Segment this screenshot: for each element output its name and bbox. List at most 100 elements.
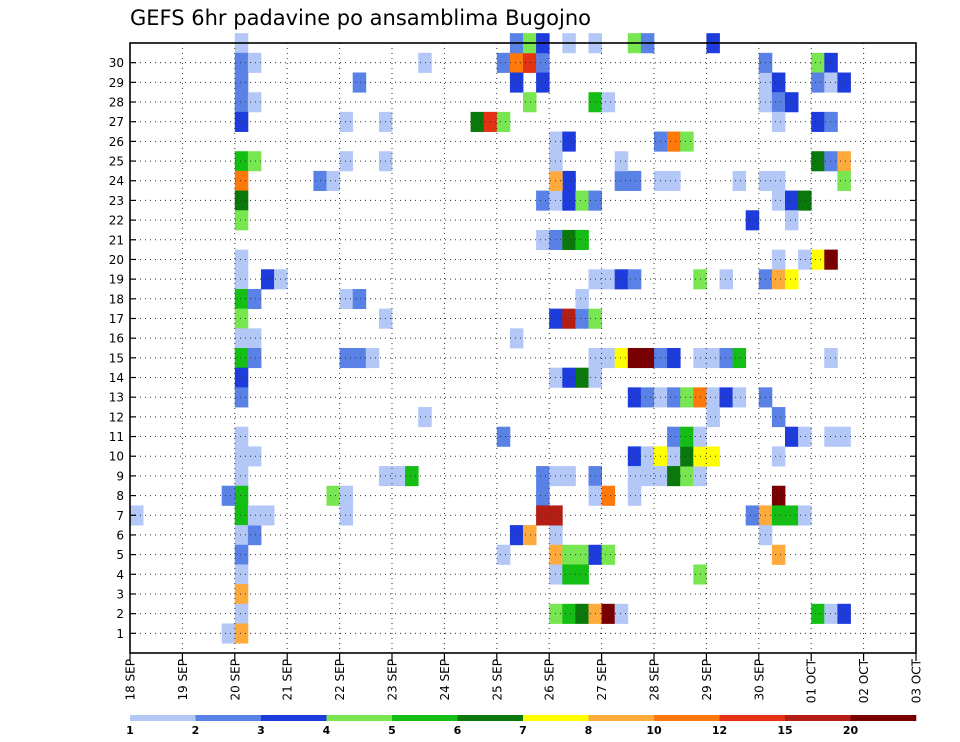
heatmap-cell xyxy=(575,288,589,310)
heatmap-cell xyxy=(234,544,249,565)
heatmap-cell xyxy=(614,151,629,172)
heatmap-cell xyxy=(418,52,432,73)
heatmap-cell xyxy=(247,446,262,467)
colorbar-label: 15 xyxy=(777,724,792,737)
heatmap-cell xyxy=(326,170,340,191)
y-tick-label: 7 xyxy=(116,509,124,523)
heatmap-cell xyxy=(811,72,825,93)
heatmap-cell xyxy=(680,131,694,152)
colorbar-label: 1 xyxy=(126,724,134,737)
heatmap-cell xyxy=(234,210,249,231)
heatmap-cell xyxy=(824,348,838,369)
heatmap-cell xyxy=(339,485,354,506)
y-tick-label: 4 xyxy=(116,568,124,582)
heatmap-cell xyxy=(837,426,851,447)
heatmap-cell xyxy=(234,623,249,644)
heatmap-cell xyxy=(234,72,249,93)
heatmap-cell xyxy=(771,249,786,270)
colorbar-swatch xyxy=(850,715,917,721)
heatmap-cell xyxy=(247,151,262,172)
heatmap-cell xyxy=(824,72,838,93)
heatmap-cell xyxy=(234,52,249,73)
heatmap-cell xyxy=(247,348,262,369)
heatmap-cell xyxy=(562,564,576,585)
heatmap-cell xyxy=(536,466,550,487)
heatmap-cell xyxy=(601,544,616,565)
heatmap-cell xyxy=(706,387,720,408)
y-tick-label: 25 xyxy=(109,155,124,169)
heatmap-cell xyxy=(732,387,747,408)
heatmap-cell xyxy=(575,603,589,624)
heatmap-cell xyxy=(785,210,799,231)
y-tick-label: 29 xyxy=(109,76,124,90)
heatmap-cell xyxy=(536,52,550,73)
x-tick-label: 01 OCT xyxy=(805,658,819,703)
heatmap-cell xyxy=(234,387,249,408)
heatmap-cell xyxy=(745,210,760,231)
heatmap-cell xyxy=(680,466,694,487)
heatmap-cell xyxy=(837,72,851,93)
heatmap-cell xyxy=(234,584,249,605)
heatmap-cell xyxy=(680,426,694,447)
heatmap-cell xyxy=(824,426,838,447)
y-tick-label: 6 xyxy=(116,528,124,542)
heatmap-cell xyxy=(627,269,642,290)
y-tick-label: 20 xyxy=(109,253,124,267)
heatmap-cell xyxy=(562,170,576,191)
y-tick-label: 28 xyxy=(109,96,124,110)
heatmap-cell xyxy=(326,485,340,506)
heatmap-cell xyxy=(771,111,786,132)
heatmap-cell xyxy=(667,131,681,152)
heatmap-cell xyxy=(234,603,249,624)
heatmap-cell xyxy=(536,229,550,251)
y-tick-label: 3 xyxy=(116,587,124,601)
heatmap-cell xyxy=(811,249,825,270)
x-tick-label: 25 SEP xyxy=(490,659,504,701)
colorbar-swatch xyxy=(326,715,393,721)
heatmap-cell xyxy=(785,426,799,447)
y-tick-label: 16 xyxy=(109,332,124,346)
heatmap-cell xyxy=(470,111,485,132)
heatmap-cell xyxy=(771,544,786,565)
heatmap-cell xyxy=(627,170,642,191)
x-tick-label: 03 OCT xyxy=(910,658,924,703)
heatmap-cell xyxy=(339,288,354,310)
x-tick-label: 23 SEP xyxy=(386,659,400,701)
heatmap-cell xyxy=(130,505,144,526)
heatmap-cell xyxy=(771,190,786,211)
heatmap-cell xyxy=(785,505,799,526)
heatmap-cell xyxy=(234,190,249,211)
y-tick-label: 8 xyxy=(116,489,124,503)
heatmap-cell xyxy=(785,92,799,113)
heatmap-cell xyxy=(706,446,720,467)
y-tick-label: 9 xyxy=(116,469,124,483)
heatmap-cell xyxy=(339,348,354,369)
heatmap-cell xyxy=(798,249,812,270)
heatmap-cell xyxy=(601,348,616,369)
y-tick-label: 15 xyxy=(109,351,124,365)
heatmap-cell xyxy=(601,603,616,624)
heatmap-cell xyxy=(771,92,786,113)
heatmap-cell xyxy=(798,190,812,211)
heatmap-cell xyxy=(627,466,642,487)
colorbar-label: 4 xyxy=(323,724,331,737)
heatmap-cell xyxy=(732,348,747,369)
heatmap-cell xyxy=(706,407,720,428)
y-tick-label: 17 xyxy=(109,312,124,326)
colorbar-swatch xyxy=(654,715,720,721)
heatmap-cell xyxy=(601,269,616,290)
colorbar-label: 7 xyxy=(519,724,527,737)
heatmap-cell xyxy=(247,328,262,349)
heatmap-cell xyxy=(667,466,681,487)
heatmap-cell xyxy=(523,525,537,546)
colorbar-swatch xyxy=(392,715,458,721)
y-tick-label: 5 xyxy=(116,548,124,562)
heatmap-cell xyxy=(824,151,838,172)
plot-frame xyxy=(129,42,917,654)
heatmap-cell xyxy=(640,466,655,487)
heatmap-cell xyxy=(640,446,655,467)
heatmap-cell xyxy=(496,544,511,565)
heatmap-cell xyxy=(509,328,524,349)
heatmap-cell xyxy=(234,151,249,172)
heatmap-cell xyxy=(771,72,786,93)
